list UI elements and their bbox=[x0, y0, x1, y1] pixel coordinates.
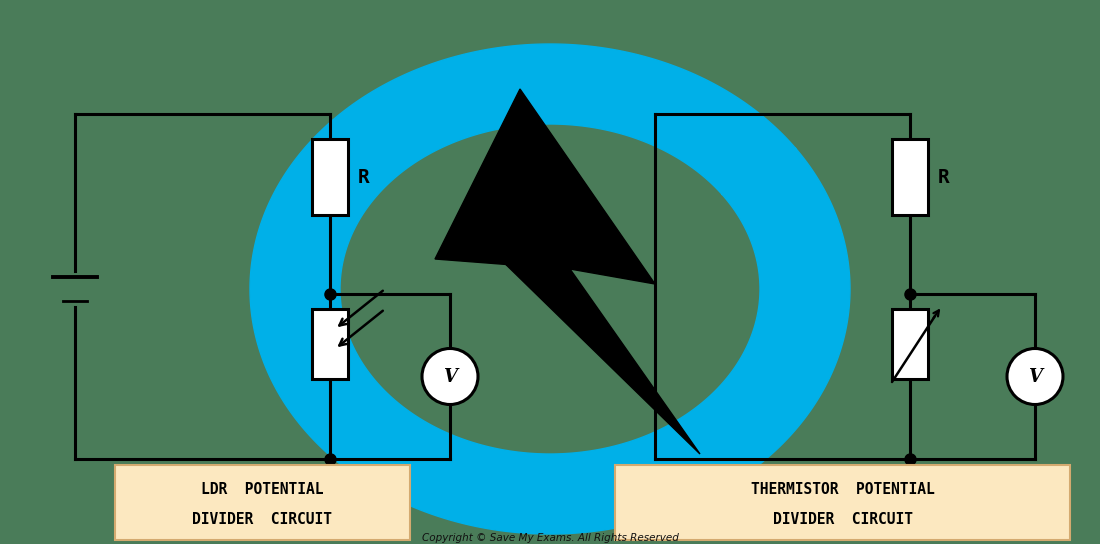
Text: THERMISTOR  POTENTIAL: THERMISTOR POTENTIAL bbox=[750, 481, 934, 497]
Text: V: V bbox=[1028, 368, 1042, 386]
Circle shape bbox=[1006, 349, 1063, 405]
FancyBboxPatch shape bbox=[312, 139, 348, 215]
FancyBboxPatch shape bbox=[116, 465, 410, 540]
Text: R: R bbox=[938, 168, 949, 187]
Circle shape bbox=[422, 349, 478, 405]
Text: V: V bbox=[443, 368, 456, 386]
FancyBboxPatch shape bbox=[615, 465, 1070, 540]
Text: Copyright © Save My Exams. All Rights Reserved: Copyright © Save My Exams. All Rights Re… bbox=[421, 533, 679, 543]
Text: DIVIDER  CIRCUIT: DIVIDER CIRCUIT bbox=[772, 511, 913, 527]
FancyBboxPatch shape bbox=[892, 309, 928, 379]
FancyBboxPatch shape bbox=[312, 309, 348, 379]
Text: R: R bbox=[358, 168, 370, 187]
FancyBboxPatch shape bbox=[892, 139, 928, 215]
Polygon shape bbox=[250, 44, 850, 534]
Text: DIVIDER  CIRCUIT: DIVIDER CIRCUIT bbox=[192, 511, 332, 527]
Text: LDR  POTENTIAL: LDR POTENTIAL bbox=[201, 481, 323, 497]
Polygon shape bbox=[434, 89, 700, 454]
